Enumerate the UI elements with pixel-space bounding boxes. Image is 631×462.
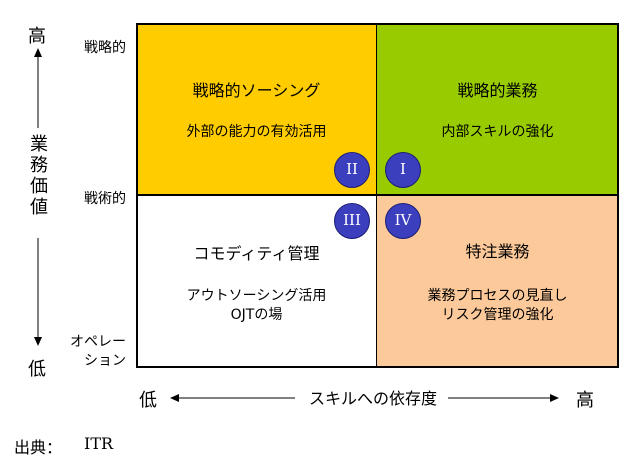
quadrant-subtitle-top-right: 内部スキルの強化 xyxy=(441,124,554,140)
x-axis-high-label: 高 xyxy=(576,390,594,411)
quadrant-subtitle-bottom-right-1: 業務プロセスの見直し xyxy=(427,288,568,304)
y-level-strategic: 戦略的 xyxy=(84,40,126,56)
source-label: 出典： xyxy=(14,438,63,457)
x-axis-arrow xyxy=(170,394,559,402)
y-axis-low-label: 低 xyxy=(28,359,46,380)
quadrant-title-bottom-right: 特注業務 xyxy=(465,242,530,261)
quadrant-subtitle-bottom-left-1: アウトソーシング活用 xyxy=(186,288,327,304)
y-level-tactical: 戦術的 xyxy=(84,191,126,207)
y-level-operation-1: オペレー xyxy=(70,334,126,350)
source-value: ITR xyxy=(84,434,114,453)
quadrant-subtitle-bottom-right-2: リスク管理の強化 xyxy=(441,307,554,323)
matrix-frame xyxy=(136,23,619,368)
quadrant-subtitle-bottom-left-2: OJTの場 xyxy=(230,307,283,323)
y-axis-arrow xyxy=(34,48,42,346)
y-level-operation-2: ション xyxy=(84,353,126,369)
y-axis-high-label: 高 xyxy=(28,26,46,47)
marker-iii: III xyxy=(334,203,370,239)
marker-i: I xyxy=(385,152,421,188)
horizontal-divider xyxy=(136,194,619,196)
y-axis-title: 業務価値 xyxy=(30,134,48,218)
x-axis-title: スキルへの依存度 xyxy=(308,389,437,408)
marker-iv: IV xyxy=(385,203,421,239)
marker-ii: II xyxy=(334,152,370,188)
quadrant-subtitle-top-left: 外部の能力の有効活用 xyxy=(186,124,327,140)
quadrant-title-bottom-left: コモディティ管理 xyxy=(193,244,320,263)
quadrant-title-top-left: 戦略的ソーシング xyxy=(192,81,321,100)
x-axis-low-label: 低 xyxy=(139,390,157,411)
quadrant-title-top-right: 戦略的業務 xyxy=(457,81,538,100)
